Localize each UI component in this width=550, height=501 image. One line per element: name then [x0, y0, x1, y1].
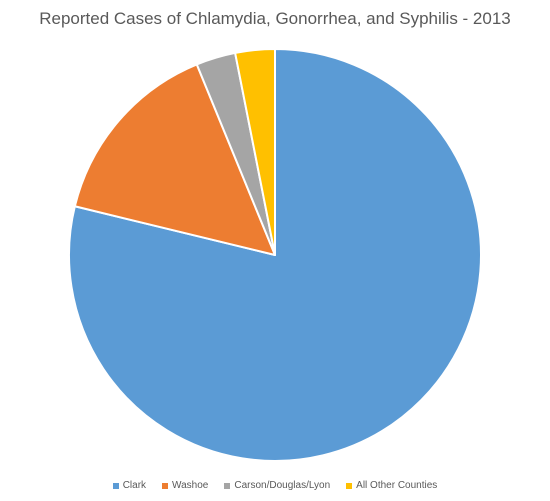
pie-slice-all-other-counties: [234, 48, 276, 256]
legend-swatch: [112, 482, 119, 489]
legend: Clark Washoe Carson/Douglas/Lyon All Other …: [0, 480, 550, 491]
legend-label: All Other Counties: [356, 480, 438, 491]
legend-swatch: [162, 482, 169, 489]
legend-swatch: [346, 482, 353, 489]
pie-slice-washoe: [73, 63, 276, 256]
pie-slice-clark: [68, 48, 482, 462]
legend-label: Clark: [122, 480, 147, 491]
legend-item: Clark: [112, 480, 147, 491]
legend-label: Carson/Douglas/Lyon: [234, 480, 331, 491]
chart-title: Reported Cases of Chlamydia, Gonorrhea, …: [39, 9, 511, 28]
legend-item: Washoe: [162, 480, 208, 491]
legend-item: All Other Counties: [346, 480, 437, 491]
legend-swatch: [224, 482, 231, 489]
pie-chart: [68, 48, 482, 462]
legend-item: Carson/Douglas/Lyon: [224, 480, 330, 491]
legend-label: Washoe: [172, 480, 209, 491]
